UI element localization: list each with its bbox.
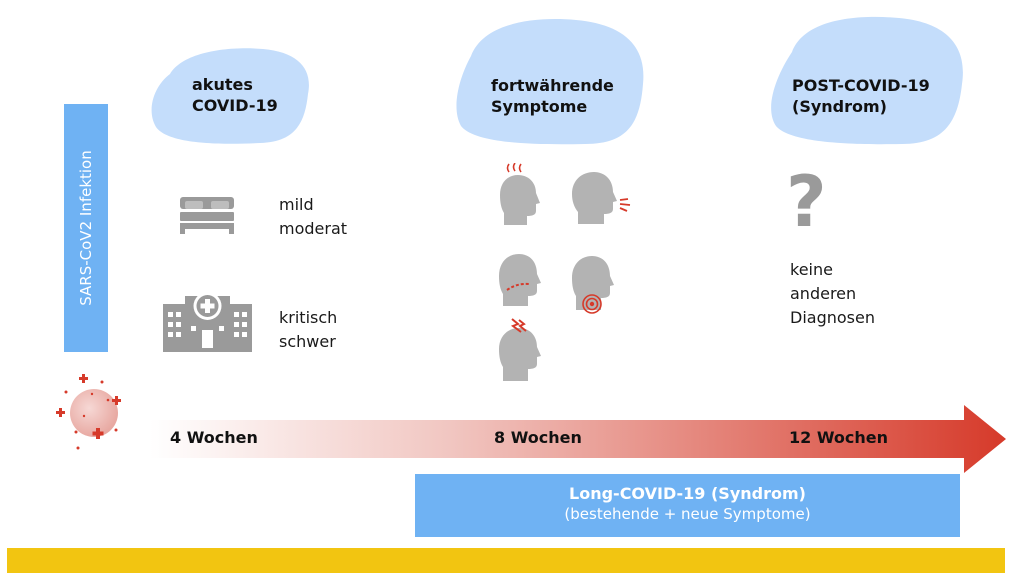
question-mark: ? xyxy=(786,161,827,243)
mild-line1: mild xyxy=(279,195,314,214)
cloud-persistent-symptoms: fortwährende Symptome xyxy=(451,16,649,146)
infection-bar: SARS-CoV2 Infektion xyxy=(64,104,108,352)
hospital-icon xyxy=(163,292,252,352)
acute-mild-label: mild moderat xyxy=(279,193,347,241)
severe-line2: schwer xyxy=(279,332,336,351)
head-cough-icon xyxy=(572,172,631,224)
bed-icon xyxy=(180,197,234,234)
severe-line1: kritisch xyxy=(279,308,338,327)
cloud-acute-covid: akutes COVID-19 xyxy=(148,44,316,146)
week-4-label: 4 Wochen xyxy=(170,428,258,447)
head-throat-pain-icon xyxy=(572,256,614,314)
post-line3: Diagnosen xyxy=(790,308,875,327)
long-covid-box: Long-COVID-19 (Syndrom) (bestehende + ne… xyxy=(415,474,960,537)
head-headache-icon xyxy=(499,318,541,381)
post-line1: keine xyxy=(790,260,833,279)
cloud-title-line2: Symptome xyxy=(491,97,588,116)
cloud-title-line1: akutes xyxy=(192,75,253,94)
long-covid-title: Long-COVID-19 (Syndrom) xyxy=(569,484,806,503)
head-jaw-pain-icon xyxy=(499,254,541,306)
cloud-title-line2: (Syndrom) xyxy=(792,97,887,116)
cloud-title-line1: POST-COVID-19 xyxy=(792,76,930,95)
cloud-post-covid: POST-COVID-19 (Syndrom) xyxy=(764,14,969,146)
post-line2: anderen xyxy=(790,284,857,303)
week-8-label: 8 Wochen xyxy=(494,428,582,447)
week-12-label: 12 Wochen xyxy=(789,428,889,447)
cloud-title-line2: COVID-19 xyxy=(192,96,278,115)
post-diagnosis-label: keine anderen Diagnosen xyxy=(790,258,875,330)
bottom-band xyxy=(7,548,1005,573)
long-covid-subtitle: (bestehende + neue Symptome) xyxy=(564,505,811,523)
virus-icon xyxy=(56,374,121,450)
acute-severe-label: kritisch schwer xyxy=(279,306,337,354)
timeline-arrow xyxy=(150,405,1006,473)
cloud-title-line1: fortwährende xyxy=(491,76,614,95)
mild-line2: moderat xyxy=(279,219,348,238)
head-heat-icon xyxy=(500,163,540,225)
infection-label: SARS-CoV2 Infektion xyxy=(77,150,95,306)
